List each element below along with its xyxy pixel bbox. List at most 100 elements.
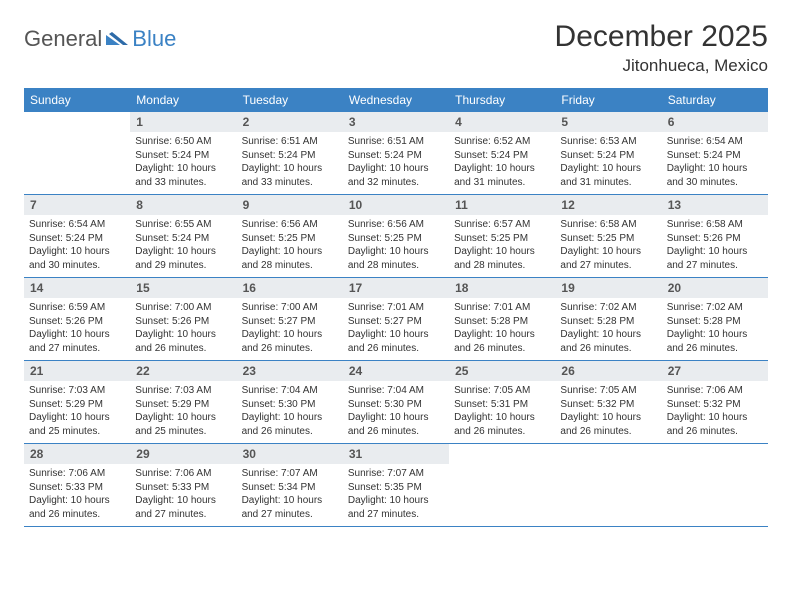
sunrise-text: Sunrise: 7:01 AM (348, 301, 444, 315)
day-number: 31 (343, 444, 449, 464)
day-number: 1 (130, 112, 236, 132)
daylight-text: Daylight: 10 hours and 29 minutes. (135, 245, 231, 272)
daylight-text: Daylight: 10 hours and 28 minutes. (454, 245, 550, 272)
day-number: 4 (449, 112, 555, 132)
day-number: 6 (662, 112, 768, 132)
day-number: 29 (130, 444, 236, 464)
dow-monday: Monday (130, 88, 236, 112)
sunset-text: Sunset: 5:24 PM (348, 149, 444, 163)
sunset-text: Sunset: 5:24 PM (242, 149, 338, 163)
day-number: 3 (343, 112, 449, 132)
day-body: Sunrise: 7:00 AMSunset: 5:26 PMDaylight:… (130, 298, 236, 359)
day-body: Sunrise: 7:03 AMSunset: 5:29 PMDaylight:… (130, 381, 236, 442)
sunset-text: Sunset: 5:24 PM (454, 149, 550, 163)
day-cell: 20Sunrise: 7:02 AMSunset: 5:28 PMDayligh… (662, 278, 768, 360)
day-body: Sunrise: 6:56 AMSunset: 5:25 PMDaylight:… (343, 215, 449, 276)
day-number: 19 (555, 278, 661, 298)
sunrise-text: Sunrise: 7:01 AM (454, 301, 550, 315)
day-cell: 12Sunrise: 6:58 AMSunset: 5:25 PMDayligh… (555, 195, 661, 277)
day-cell: 19Sunrise: 7:02 AMSunset: 5:28 PMDayligh… (555, 278, 661, 360)
sunrise-text: Sunrise: 7:05 AM (560, 384, 656, 398)
day-body: Sunrise: 6:58 AMSunset: 5:26 PMDaylight:… (662, 215, 768, 276)
day-number: 26 (555, 361, 661, 381)
day-number: 20 (662, 278, 768, 298)
daylight-text: Daylight: 10 hours and 26 minutes. (242, 328, 338, 355)
daylight-text: Daylight: 10 hours and 31 minutes. (454, 162, 550, 189)
daylight-text: Daylight: 10 hours and 27 minutes. (29, 328, 125, 355)
sunset-text: Sunset: 5:30 PM (348, 398, 444, 412)
day-number: 27 (662, 361, 768, 381)
day-cell: 25Sunrise: 7:05 AMSunset: 5:31 PMDayligh… (449, 361, 555, 443)
daylight-text: Daylight: 10 hours and 26 minutes. (135, 328, 231, 355)
day-cell: 22Sunrise: 7:03 AMSunset: 5:29 PMDayligh… (130, 361, 236, 443)
day-cell (449, 444, 555, 526)
day-cell: 6Sunrise: 6:54 AMSunset: 5:24 PMDaylight… (662, 112, 768, 194)
sunrise-text: Sunrise: 7:07 AM (242, 467, 338, 481)
day-cell (24, 112, 130, 194)
daylight-text: Daylight: 10 hours and 26 minutes. (454, 328, 550, 355)
sunrise-text: Sunrise: 6:56 AM (242, 218, 338, 232)
sunset-text: Sunset: 5:24 PM (29, 232, 125, 246)
sunset-text: Sunset: 5:26 PM (29, 315, 125, 329)
day-body: Sunrise: 7:01 AMSunset: 5:28 PMDaylight:… (449, 298, 555, 359)
day-number: 2 (237, 112, 343, 132)
sunset-text: Sunset: 5:31 PM (454, 398, 550, 412)
day-body: Sunrise: 6:54 AMSunset: 5:24 PMDaylight:… (662, 132, 768, 193)
sunset-text: Sunset: 5:24 PM (560, 149, 656, 163)
day-cell: 13Sunrise: 6:58 AMSunset: 5:26 PMDayligh… (662, 195, 768, 277)
day-body: Sunrise: 6:51 AMSunset: 5:24 PMDaylight:… (237, 132, 343, 193)
sunrise-text: Sunrise: 7:03 AM (29, 384, 125, 398)
daylight-text: Daylight: 10 hours and 28 minutes. (348, 245, 444, 272)
day-body: Sunrise: 7:00 AMSunset: 5:27 PMDaylight:… (237, 298, 343, 359)
day-number: 21 (24, 361, 130, 381)
day-cell: 9Sunrise: 6:56 AMSunset: 5:25 PMDaylight… (237, 195, 343, 277)
day-number: 14 (24, 278, 130, 298)
sunset-text: Sunset: 5:34 PM (242, 481, 338, 495)
day-body: Sunrise: 6:53 AMSunset: 5:24 PMDaylight:… (555, 132, 661, 193)
day-cell: 8Sunrise: 6:55 AMSunset: 5:24 PMDaylight… (130, 195, 236, 277)
sunset-text: Sunset: 5:33 PM (29, 481, 125, 495)
sunrise-text: Sunrise: 6:51 AM (348, 135, 444, 149)
daylight-text: Daylight: 10 hours and 27 minutes. (667, 245, 763, 272)
day-cell: 16Sunrise: 7:00 AMSunset: 5:27 PMDayligh… (237, 278, 343, 360)
day-number: 7 (24, 195, 130, 215)
day-body: Sunrise: 7:05 AMSunset: 5:32 PMDaylight:… (555, 381, 661, 442)
day-cell: 1Sunrise: 6:50 AMSunset: 5:24 PMDaylight… (130, 112, 236, 194)
daylight-text: Daylight: 10 hours and 26 minutes. (348, 328, 444, 355)
sunset-text: Sunset: 5:28 PM (560, 315, 656, 329)
day-number: 18 (449, 278, 555, 298)
day-body: Sunrise: 7:07 AMSunset: 5:34 PMDaylight:… (237, 464, 343, 525)
sunset-text: Sunset: 5:30 PM (242, 398, 338, 412)
sunset-text: Sunset: 5:28 PM (454, 315, 550, 329)
sunrise-text: Sunrise: 6:58 AM (667, 218, 763, 232)
sunset-text: Sunset: 5:24 PM (135, 149, 231, 163)
day-body: Sunrise: 7:06 AMSunset: 5:33 PMDaylight:… (24, 464, 130, 525)
day-cell: 17Sunrise: 7:01 AMSunset: 5:27 PMDayligh… (343, 278, 449, 360)
day-body: Sunrise: 6:57 AMSunset: 5:25 PMDaylight:… (449, 215, 555, 276)
sunset-text: Sunset: 5:29 PM (29, 398, 125, 412)
calendar: Sunday Monday Tuesday Wednesday Thursday… (24, 88, 768, 527)
logo: General Blue (24, 20, 176, 52)
day-body: Sunrise: 7:02 AMSunset: 5:28 PMDaylight:… (662, 298, 768, 359)
daylight-text: Daylight: 10 hours and 31 minutes. (560, 162, 656, 189)
day-number: 10 (343, 195, 449, 215)
daylight-text: Daylight: 10 hours and 25 minutes. (29, 411, 125, 438)
week-row: 21Sunrise: 7:03 AMSunset: 5:29 PMDayligh… (24, 361, 768, 444)
day-body: Sunrise: 6:52 AMSunset: 5:24 PMDaylight:… (449, 132, 555, 193)
sunrise-text: Sunrise: 6:54 AM (667, 135, 763, 149)
sunrise-text: Sunrise: 7:07 AM (348, 467, 444, 481)
day-number: 9 (237, 195, 343, 215)
day-body: Sunrise: 7:04 AMSunset: 5:30 PMDaylight:… (237, 381, 343, 442)
day-body: Sunrise: 6:50 AMSunset: 5:24 PMDaylight:… (130, 132, 236, 193)
day-cell: 23Sunrise: 7:04 AMSunset: 5:30 PMDayligh… (237, 361, 343, 443)
day-cell: 30Sunrise: 7:07 AMSunset: 5:34 PMDayligh… (237, 444, 343, 526)
dow-saturday: Saturday (662, 88, 768, 112)
day-body: Sunrise: 6:58 AMSunset: 5:25 PMDaylight:… (555, 215, 661, 276)
daylight-text: Daylight: 10 hours and 27 minutes. (242, 494, 338, 521)
day-number: 8 (130, 195, 236, 215)
daylight-text: Daylight: 10 hours and 26 minutes. (348, 411, 444, 438)
sunrise-text: Sunrise: 6:55 AM (135, 218, 231, 232)
week-row: 1Sunrise: 6:50 AMSunset: 5:24 PMDaylight… (24, 112, 768, 195)
day-number: 11 (449, 195, 555, 215)
day-body: Sunrise: 6:51 AMSunset: 5:24 PMDaylight:… (343, 132, 449, 193)
